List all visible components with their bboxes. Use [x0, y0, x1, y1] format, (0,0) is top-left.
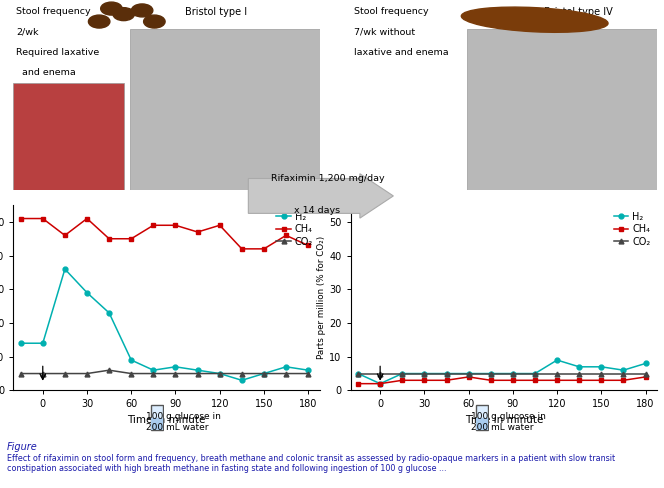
Circle shape — [143, 15, 165, 28]
Ellipse shape — [461, 7, 608, 32]
X-axis label: Time in minute: Time in minute — [127, 415, 206, 425]
Text: Stool frequency: Stool frequency — [354, 7, 428, 16]
Text: 2/wk: 2/wk — [17, 27, 39, 36]
FancyBboxPatch shape — [13, 83, 124, 190]
Text: Bristol type I: Bristol type I — [185, 7, 247, 17]
Text: 100 g glucose in
200 mL water: 100 g glucose in 200 mL water — [471, 412, 546, 432]
FancyBboxPatch shape — [130, 29, 320, 190]
X-axis label: Time in minute: Time in minute — [465, 415, 543, 425]
Text: Effect of rifaximin on stool form and frequency, breath methane and colonic tran: Effect of rifaximin on stool form and fr… — [7, 454, 615, 473]
FancyBboxPatch shape — [476, 405, 488, 430]
Text: Figure: Figure — [7, 442, 37, 451]
Text: Required laxative: Required laxative — [17, 47, 100, 57]
Text: and enema: and enema — [17, 68, 76, 77]
Circle shape — [113, 8, 134, 20]
Circle shape — [131, 4, 153, 17]
FancyBboxPatch shape — [476, 418, 488, 430]
Text: 7/wk without: 7/wk without — [354, 27, 415, 36]
Text: x 14 days: x 14 days — [294, 206, 340, 215]
Y-axis label: Parts per million (% for CO₂): Parts per million (% for CO₂) — [317, 236, 327, 359]
Circle shape — [101, 2, 122, 15]
FancyBboxPatch shape — [467, 29, 657, 190]
Text: Bristol type IV: Bristol type IV — [544, 7, 613, 17]
Legend: H₂, CH₄, CO₂: H₂, CH₄, CO₂ — [612, 210, 653, 249]
FancyBboxPatch shape — [151, 405, 163, 430]
Text: laxative and enema: laxative and enema — [354, 47, 448, 57]
Text: Rifaximin 1,200 mg/day: Rifaximin 1,200 mg/day — [272, 174, 385, 183]
Text: 100 g glucose in
200 mL water: 100 g glucose in 200 mL water — [146, 412, 221, 432]
Text: Stool frequency: Stool frequency — [17, 7, 91, 16]
Circle shape — [88, 15, 110, 28]
FancyBboxPatch shape — [151, 418, 163, 430]
FancyArrow shape — [248, 174, 393, 218]
Legend: H₂, CH₄, CO₂: H₂, CH₄, CO₂ — [274, 210, 315, 249]
